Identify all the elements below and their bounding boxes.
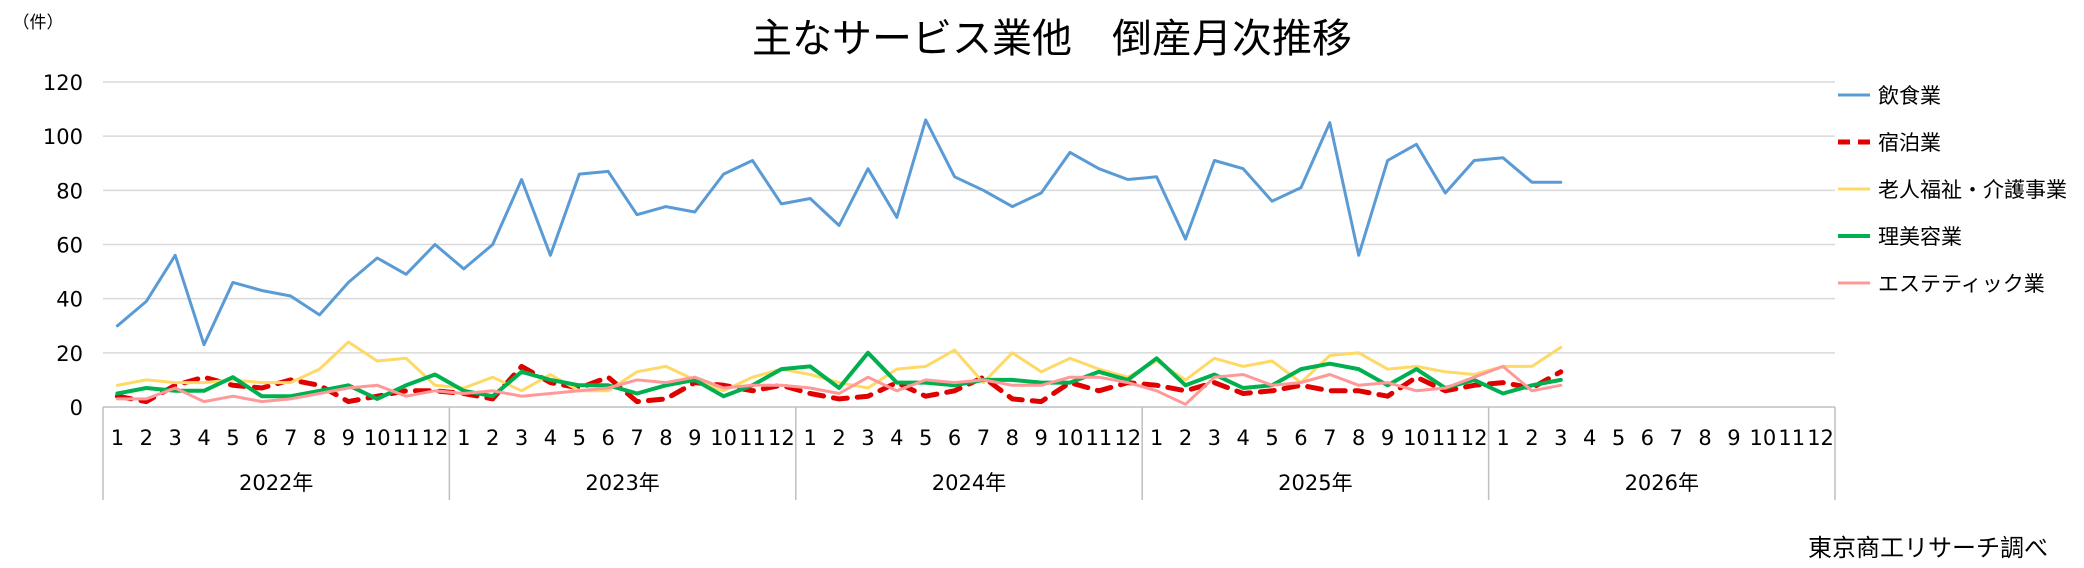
x-month-label: 6 [948, 426, 961, 450]
x-axis: 1 2 3 4 5 6 7 8 9 10 11 12 1 2 3 4 5 6 7 8 9 10 11 12 1 2 3 4 5 6 7 8 9 1… [102, 407, 1836, 500]
x-month-label: 2 [1179, 426, 1192, 450]
x-month-label: 12 [768, 426, 795, 450]
x-month-label: 3 [168, 426, 181, 450]
x-month-label: 9 [1381, 426, 1394, 450]
legend-label: 宿泊業 [1878, 131, 1941, 155]
x-month-label: 11 [1086, 426, 1113, 450]
x-month-label: 8 [1006, 426, 1019, 450]
y-axis-unit: （件） [13, 13, 64, 33]
x-month-label: 1 [111, 426, 124, 450]
x-month-label: 11 [1778, 426, 1805, 450]
x-month-label: 8 [1352, 426, 1365, 450]
series-line [115, 350, 1563, 401]
x-month-label: 11 [1432, 426, 1459, 450]
x-month-label: 6 [601, 426, 614, 450]
x-month-label: 12 [1807, 426, 1834, 450]
y-tick-label: 80 [56, 179, 83, 203]
x-month-label: 2 [1525, 426, 1538, 450]
x-month-label: 9 [1727, 426, 1740, 450]
y-tick-label: 120 [43, 71, 83, 95]
x-month-label: 7 [977, 426, 990, 450]
series-line [115, 364, 1563, 406]
x-month-label: 9 [342, 426, 355, 450]
x-month-label: 1 [804, 426, 817, 450]
x-month-label: 3 [1208, 426, 1221, 450]
gridlines [103, 81, 1835, 408]
x-month-label: 4 [1583, 426, 1596, 450]
x-year-label: 2023年 [585, 471, 659, 495]
series-lines [114, 118, 1564, 406]
x-month-label: 12 [422, 426, 449, 450]
x-month-label: 6 [1641, 426, 1654, 450]
x-month-label: 11 [393, 426, 420, 450]
x-month-label: 4 [544, 426, 557, 450]
x-month-label: 2 [140, 426, 153, 450]
x-month-label: 5 [226, 426, 239, 450]
y-tick-label: 60 [56, 234, 83, 258]
x-month-label: 10 [1403, 426, 1430, 450]
series-line [115, 118, 1563, 347]
x-month-label: 1 [1150, 426, 1163, 450]
y-tick-label: 0 [70, 396, 83, 420]
x-month-label: 4 [1237, 426, 1250, 450]
x-month-label: 6 [1294, 426, 1307, 450]
chart-title: 主なサービス業他 倒産月次推移 [752, 16, 1352, 62]
x-month-label: 10 [364, 426, 391, 450]
x-month-label: 7 [1670, 426, 1683, 450]
x-month-label: 5 [1612, 426, 1625, 450]
x-month-label: 5 [1265, 426, 1278, 450]
source-note: 東京商工リサーチ調べ [1808, 534, 2048, 562]
y-axis-ticks: 0 20 40 60 80 100 120 [43, 71, 83, 420]
x-month-label: 4 [890, 426, 903, 450]
x-year-label: 2025年 [1278, 471, 1352, 495]
x-month-label: 5 [919, 426, 932, 450]
x-month-label: 3 [861, 426, 874, 450]
legend-label: エステティック業 [1878, 272, 2045, 296]
x-month-label: 7 [630, 426, 643, 450]
x-month-label: 2 [832, 426, 845, 450]
legend-label: 老人福祉・介護事業 [1878, 178, 2067, 202]
legend-label: 理美容業 [1878, 225, 1962, 249]
x-year-label: 2022年 [239, 471, 313, 495]
legend-label: 飲食業 [1878, 84, 1941, 108]
x-month-label: 7 [284, 426, 297, 450]
x-month-label: 1 [1496, 426, 1509, 450]
x-month-label: 10 [1057, 426, 1084, 450]
y-tick-label: 100 [43, 125, 83, 149]
x-month-label: 10 [710, 426, 737, 450]
y-tick-label: 20 [56, 342, 83, 366]
x-month-label: 5 [573, 426, 586, 450]
x-month-label: 2 [486, 426, 499, 450]
x-month-label: 10 [1749, 426, 1776, 450]
x-year-label: 2024年 [932, 471, 1006, 495]
x-month-label: 6 [255, 426, 268, 450]
x-month-label: 9 [1034, 426, 1047, 450]
x-month-label: 9 [688, 426, 701, 450]
series-line [114, 363, 1564, 405]
x-month-label: 3 [515, 426, 528, 450]
x-month-label: 4 [197, 426, 210, 450]
x-month-label: 8 [1698, 426, 1711, 450]
x-month-label: 12 [1114, 426, 1141, 450]
y-tick-label: 40 [56, 288, 83, 312]
x-month-label: 1 [457, 426, 470, 450]
x-month-label: 3 [1554, 426, 1567, 450]
x-month-label: 12 [1461, 426, 1488, 450]
x-month-label: 11 [739, 426, 766, 450]
x-month-label: 8 [659, 426, 672, 450]
x-month-label: 7 [1323, 426, 1336, 450]
x-year-label: 2026年 [1625, 471, 1699, 495]
x-month-label: 8 [313, 426, 326, 450]
